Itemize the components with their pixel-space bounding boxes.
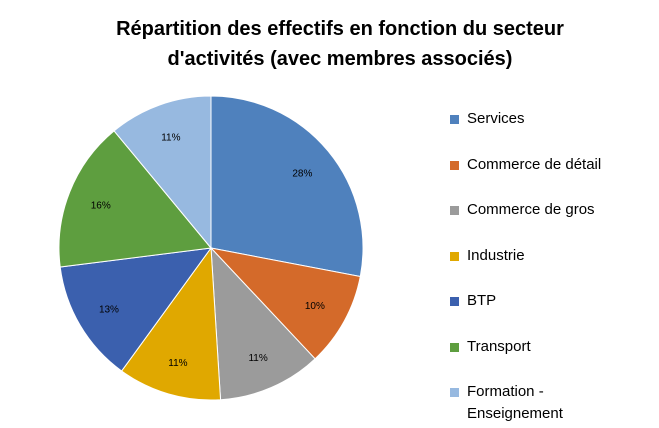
legend-label: Commerce de détail [467, 155, 602, 173]
pie-slice-services [210, 95, 364, 278]
legend-swatch [450, 160, 459, 170]
data-label-commerce-de-detail: 10% [305, 301, 325, 312]
legend-item-formation-enseignement: Formation - Enseignement [450, 381, 650, 425]
chart-title: Répartition des effectifs en fonction du… [40, 14, 640, 74]
legend-label: Services [467, 110, 525, 127]
legend-swatch [450, 251, 459, 261]
data-label-formation-enseignement: 11% [161, 132, 180, 143]
chart-title-line-2: d'activités (avec membres associés) [167, 48, 513, 70]
pie-slice-commerce-de-detail [209, 247, 361, 360]
pie-slice-transport [58, 130, 212, 268]
data-label-commerce-de-gros: 11% [248, 353, 267, 364]
legend-label: Transport [467, 337, 531, 355]
chart-title-line-1: Répartition des effectifs en fonction du… [116, 18, 564, 40]
legend-item-btp: BTP [450, 290, 650, 312]
legend-item-transport: Transport [450, 336, 650, 358]
legend-label: BTP [467, 292, 497, 309]
pie-slice-btp [59, 247, 213, 372]
legend-swatch [450, 342, 459, 352]
legend-label: Commerce de gros [467, 201, 595, 218]
legend-swatch [450, 206, 459, 215]
data-label-services: 28% [292, 168, 312, 179]
pie-slice-industrie [120, 246, 222, 401]
legend-item-commerce-de-detail: Commerce de détail [450, 154, 650, 176]
legend-label: Industrie [467, 246, 525, 264]
legend-item-commerce-de-gros: Commerce de gros [450, 199, 650, 221]
legend-swatch [450, 115, 459, 124]
data-label-btp: 13% [99, 304, 119, 315]
data-label-transport: 16% [91, 200, 111, 211]
legend-label: Formation - Enseignement [467, 383, 563, 422]
legend-item-industrie: Industrie [450, 245, 650, 267]
pie-slice-commerce-de-gros [210, 246, 316, 401]
data-label-industrie: 11% [168, 358, 187, 369]
legend-swatch [450, 297, 459, 306]
pie-slice-formation-enseignement [113, 95, 212, 250]
legend-item-services: Services [450, 108, 650, 130]
legend-swatch [450, 388, 459, 397]
